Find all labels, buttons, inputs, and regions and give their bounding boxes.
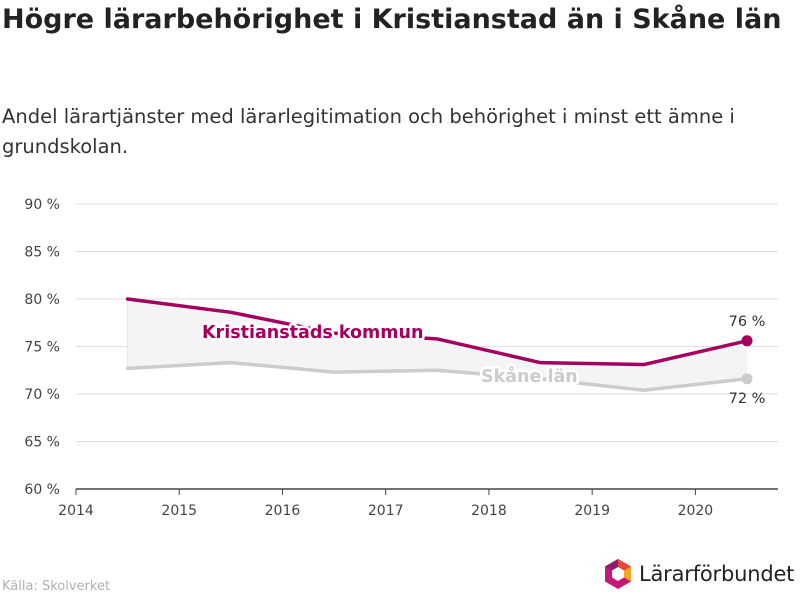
chart-title: Högre lärarbehörighet i Kristianstad än …: [2, 4, 782, 35]
series-line-skane: [125, 360, 749, 392]
x-tick-label: 2015: [161, 503, 197, 519]
data-label-skane: 72 %: [729, 391, 766, 407]
y-tick-label: 60 %: [24, 482, 60, 498]
x-tick-label: 2017: [368, 503, 404, 519]
x-tick-label: 2016: [265, 503, 301, 519]
x-tick-label: 2014: [58, 503, 94, 519]
y-tick-label: 75 %: [24, 340, 60, 356]
source-note: Källa: Skolverket: [2, 579, 111, 594]
series-label-kristianstad: Kristianstads kommun: [202, 323, 423, 343]
y-tick-label: 65 %: [24, 435, 60, 451]
y-tick-label: 85 %: [24, 245, 60, 261]
difference-band: [127, 299, 748, 391]
series-end-point-skane: [741, 373, 753, 385]
x-tick-label: 2020: [678, 503, 714, 519]
x-tick-label: 2018: [471, 503, 507, 519]
brand-logo: Lärarförbundet: [603, 558, 794, 590]
y-tick-label: 70 %: [24, 387, 60, 403]
series-end-point-kristianstad: [741, 335, 753, 347]
brand-name: Lärarförbundet: [639, 562, 795, 586]
y-tick-label: 80 %: [24, 292, 60, 308]
x-tick-label: 2019: [574, 503, 610, 519]
series-label-skane: Skåne län: [481, 365, 578, 387]
y-tick-label: 90 %: [24, 197, 60, 213]
chart-subtitle: Andel lärartjänster med lärarlegitimatio…: [2, 105, 735, 158]
series-line-kristianstad: [125, 297, 749, 367]
data-label-kristianstad: 76 %: [729, 314, 766, 330]
lararforbundet-hexagon-logo-icon: [605, 559, 631, 589]
